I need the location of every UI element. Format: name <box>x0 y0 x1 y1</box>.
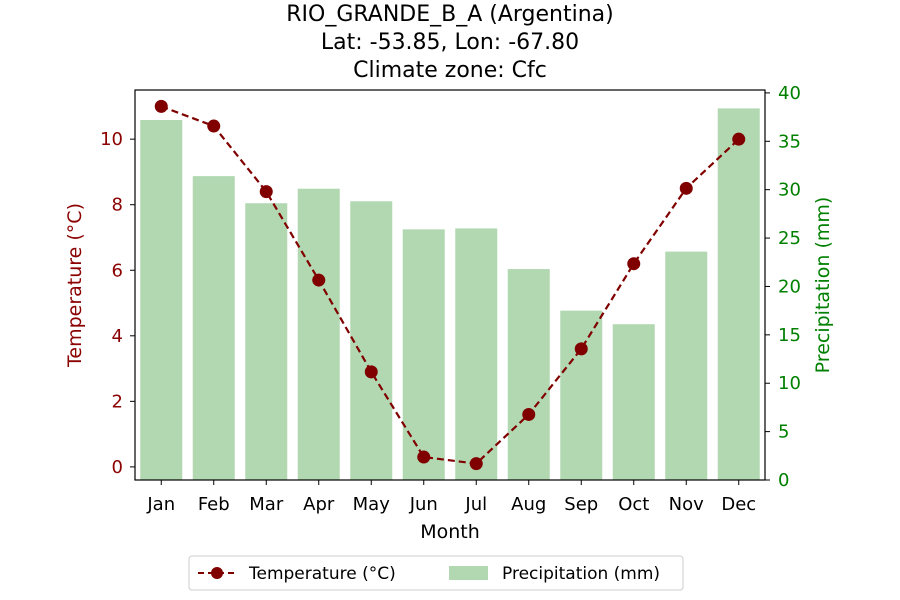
precipitation-bar-jun <box>402 229 445 480</box>
precipitation-bar-apr <box>297 188 340 481</box>
y-axis-right-label: Precipitation (mm) <box>812 197 834 374</box>
temperature-point-sep <box>574 342 588 356</box>
legend-box <box>188 555 684 591</box>
temperature-point-aug <box>522 407 536 421</box>
precipitation-bar-nov <box>665 251 708 480</box>
y-right-tick-label: 5 <box>778 422 789 443</box>
x-tick-label: Apr <box>303 494 335 515</box>
temperature-point-mar <box>259 185 273 199</box>
y-right-tick-label: 40 <box>778 83 801 104</box>
x-axis: Jan Feb Mar Apr May Jun Jul Aug Sep Oct Nov Dec <box>146 480 756 515</box>
x-tick-label: Jan <box>146 494 175 515</box>
y-left-tick-label: 6 <box>112 260 123 281</box>
y-axis-right: 0 5 10 15 20 25 30 35 40 <box>765 83 801 491</box>
y-left-tick-label: 2 <box>112 391 123 412</box>
temperature-point-oct <box>627 257 641 271</box>
x-tick-label: Jun <box>409 494 438 515</box>
y-left-tick-label: 8 <box>112 195 123 216</box>
y-right-tick-label: 35 <box>778 131 801 152</box>
precipitation-bar-mar <box>245 203 288 480</box>
temperature-point-dec <box>732 132 746 146</box>
y-left-tick-label: 4 <box>112 326 123 347</box>
y-right-tick-label: 10 <box>778 373 801 394</box>
y-axis-left: 0 2 4 6 8 10 <box>100 129 135 478</box>
precipitation-bar-sep <box>560 310 603 480</box>
precipitation-bar-oct <box>612 324 655 480</box>
temperature-point-apr <box>312 273 326 287</box>
precipitation-bar-jul <box>455 228 498 480</box>
precipitation-bar-jan <box>140 120 183 480</box>
chart-title-line-1: RIO_GRANDE_B_A (Argentina) <box>286 2 614 27</box>
x-tick-label: Aug <box>511 494 546 515</box>
x-axis-label: Month <box>420 521 480 543</box>
chart-title-line-2: Lat: -53.85, Lon: -67.80 <box>321 30 579 55</box>
y-right-tick-label: 15 <box>778 325 801 346</box>
precipitation-bars <box>140 108 760 481</box>
temperature-point-feb <box>207 119 221 133</box>
x-tick-label: Jul <box>464 494 487 515</box>
y-right-tick-label: 20 <box>778 276 801 297</box>
temperature-line <box>160 105 740 465</box>
x-tick-label: Sep <box>564 494 598 515</box>
y-left-tick-label: 10 <box>100 129 123 150</box>
temperature-point-jun <box>417 450 431 464</box>
x-tick-label: May <box>353 494 391 515</box>
precipitation-bar-aug <box>507 269 550 480</box>
x-tick-label: Oct <box>618 494 649 515</box>
legend-precipitation-label: Precipitation (mm) <box>502 564 660 584</box>
y-axis-left-label: Temperature (°C) <box>64 203 86 368</box>
y-right-tick-label: 25 <box>778 228 801 249</box>
legend-precipitation-swatch <box>449 566 488 580</box>
temperature-point-jul <box>469 457 483 471</box>
x-tick-label: Mar <box>249 494 284 515</box>
temperature-point-jan <box>154 99 168 113</box>
temperature-point-may <box>364 365 378 379</box>
y-left-tick-label: 0 <box>112 457 123 478</box>
temperature-point-nov <box>679 181 693 195</box>
y-right-tick-label: 30 <box>778 180 801 201</box>
x-tick-label: Feb <box>198 494 230 515</box>
chart-title-line-3: Climate zone: Cfc <box>353 58 547 83</box>
x-tick-label: Nov <box>669 494 704 515</box>
precipitation-bar-feb <box>192 176 235 480</box>
legend-temperature-marker <box>211 567 223 579</box>
precipitation-bar-may <box>350 201 393 480</box>
plot-frame <box>134 89 766 481</box>
x-tick-label: Dec <box>721 494 756 515</box>
y-right-tick-label: 0 <box>778 470 789 491</box>
legend-temperature-label: Temperature (°C) <box>248 564 396 584</box>
temperature-series <box>154 99 746 471</box>
precipitation-bar-dec <box>717 108 760 481</box>
legend: Temperature (°C) Precipitation (mm) <box>188 555 684 591</box>
